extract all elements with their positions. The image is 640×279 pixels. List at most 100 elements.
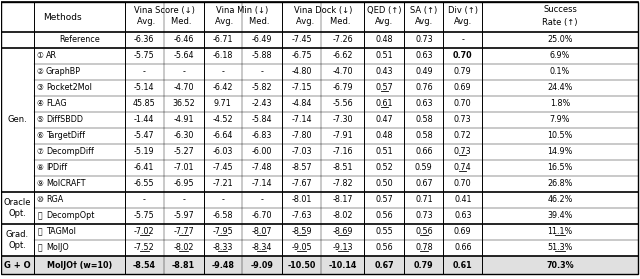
Text: ⑩: ⑩ xyxy=(36,196,44,205)
Text: -7.48: -7.48 xyxy=(252,163,272,172)
Text: ③: ③ xyxy=(36,83,44,93)
Text: 0.76: 0.76 xyxy=(415,83,433,93)
Text: 0.55: 0.55 xyxy=(376,227,393,237)
Text: -7.82: -7.82 xyxy=(333,179,353,189)
Text: -6.49: -6.49 xyxy=(252,35,272,44)
Text: 45.85: 45.85 xyxy=(133,100,156,109)
Text: Grad.
Opt.: Grad. Opt. xyxy=(6,230,29,250)
Text: -7.21: -7.21 xyxy=(212,179,233,189)
Text: -: - xyxy=(221,68,224,76)
Text: 0.69: 0.69 xyxy=(454,227,472,237)
Text: TAGMol: TAGMol xyxy=(46,227,76,237)
Text: -8.51: -8.51 xyxy=(333,163,353,172)
Text: Success: Success xyxy=(543,6,577,15)
Text: -8.54: -8.54 xyxy=(132,261,156,270)
Text: -6.00: -6.00 xyxy=(252,148,272,157)
Text: 26.8%: 26.8% xyxy=(547,179,573,189)
Text: Gen.: Gen. xyxy=(8,116,28,124)
Text: -: - xyxy=(143,68,146,76)
Text: -8.59: -8.59 xyxy=(291,227,312,237)
Text: 0.49: 0.49 xyxy=(415,68,433,76)
Text: Vina Min (↓): Vina Min (↓) xyxy=(216,6,269,15)
Text: -4.52: -4.52 xyxy=(212,116,233,124)
Text: Oracle
Opt.: Oracle Opt. xyxy=(4,198,31,218)
Text: -8.07: -8.07 xyxy=(252,227,272,237)
Text: -: - xyxy=(260,196,263,205)
Text: -7.16: -7.16 xyxy=(333,148,353,157)
Text: 36.52: 36.52 xyxy=(172,100,195,109)
Text: ②: ② xyxy=(36,68,44,76)
Text: 0.48: 0.48 xyxy=(376,131,393,141)
Text: -6.64: -6.64 xyxy=(212,131,233,141)
Text: -8.57: -8.57 xyxy=(291,163,312,172)
Text: 25.0%: 25.0% xyxy=(547,35,573,44)
Text: -9.48: -9.48 xyxy=(211,261,234,270)
Text: -7.14: -7.14 xyxy=(291,116,312,124)
Text: 0.73: 0.73 xyxy=(454,116,472,124)
Text: MolJO† (w=10): MolJO† (w=10) xyxy=(47,261,112,270)
Bar xyxy=(1,256,638,274)
Text: -5.19: -5.19 xyxy=(134,148,154,157)
Text: ⑥: ⑥ xyxy=(36,131,44,141)
Text: Avg.      Med.: Avg. Med. xyxy=(137,18,191,27)
Text: G + O: G + O xyxy=(4,261,31,270)
Text: -5.47: -5.47 xyxy=(134,131,154,141)
Text: 0.57: 0.57 xyxy=(376,196,393,205)
Text: ⑫: ⑫ xyxy=(38,227,42,237)
Text: -2.43: -2.43 xyxy=(252,100,272,109)
Text: 0.58: 0.58 xyxy=(415,116,433,124)
Text: 0.70: 0.70 xyxy=(453,52,472,61)
Text: ①: ① xyxy=(36,52,44,61)
Text: Avg.: Avg. xyxy=(375,18,394,27)
Text: ⑤: ⑤ xyxy=(36,116,44,124)
Text: -7.95: -7.95 xyxy=(212,227,233,237)
Text: -: - xyxy=(260,68,263,76)
Text: Vina Dock (↓): Vina Dock (↓) xyxy=(294,6,352,15)
Text: 0.50: 0.50 xyxy=(376,179,393,189)
Text: RGA: RGA xyxy=(46,196,63,205)
Text: 9.71: 9.71 xyxy=(214,100,232,109)
Text: Reference: Reference xyxy=(59,35,100,44)
Text: 0.51: 0.51 xyxy=(376,148,393,157)
Text: 39.4%: 39.4% xyxy=(547,211,573,220)
Text: 0.63: 0.63 xyxy=(415,52,433,61)
Text: -6.36: -6.36 xyxy=(134,35,154,44)
Text: -6.83: -6.83 xyxy=(252,131,272,141)
Text: -9.13: -9.13 xyxy=(333,244,353,252)
Text: Rate (↑): Rate (↑) xyxy=(542,18,578,27)
Text: 10.5%: 10.5% xyxy=(547,131,573,141)
Text: 0.63: 0.63 xyxy=(454,211,472,220)
Text: -7.45: -7.45 xyxy=(291,35,312,44)
Text: 0.56: 0.56 xyxy=(415,227,433,237)
Text: 0.73: 0.73 xyxy=(454,148,472,157)
Text: -7.52: -7.52 xyxy=(134,244,155,252)
Text: -5.97: -5.97 xyxy=(173,211,194,220)
Text: 16.5%: 16.5% xyxy=(547,163,573,172)
Text: 0.67: 0.67 xyxy=(415,179,433,189)
Text: 0.58: 0.58 xyxy=(415,131,433,141)
Text: Div (↑): Div (↑) xyxy=(448,6,478,15)
Text: Pocket2Mol: Pocket2Mol xyxy=(46,83,92,93)
Text: -: - xyxy=(461,35,464,44)
Text: -7.01: -7.01 xyxy=(173,163,194,172)
Text: -6.18: -6.18 xyxy=(212,52,233,61)
Text: -8.33: -8.33 xyxy=(212,244,233,252)
Text: -4.91: -4.91 xyxy=(173,116,194,124)
Text: 7.9%: 7.9% xyxy=(550,116,570,124)
Text: 0.78: 0.78 xyxy=(415,244,433,252)
Text: ⑪: ⑪ xyxy=(38,211,42,220)
Text: -5.75: -5.75 xyxy=(134,211,155,220)
Text: 24.4%: 24.4% xyxy=(547,83,573,93)
Text: -7.15: -7.15 xyxy=(291,83,312,93)
Text: AR: AR xyxy=(46,52,57,61)
Text: -6.58: -6.58 xyxy=(212,211,233,220)
Text: 0.59: 0.59 xyxy=(415,163,433,172)
Text: -6.70: -6.70 xyxy=(252,211,272,220)
Text: -1.44: -1.44 xyxy=(134,116,154,124)
Text: Avg.: Avg. xyxy=(415,18,433,27)
Text: 0.47: 0.47 xyxy=(376,116,393,124)
Text: 0.56: 0.56 xyxy=(376,244,393,252)
Text: -6.75: -6.75 xyxy=(291,52,312,61)
Text: -6.79: -6.79 xyxy=(333,83,353,93)
Text: 0.41: 0.41 xyxy=(454,196,472,205)
